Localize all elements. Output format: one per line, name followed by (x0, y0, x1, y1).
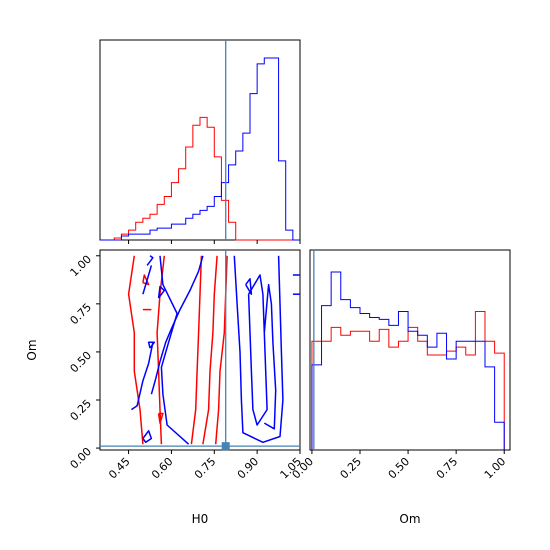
om-axis-label-left: Om (25, 339, 39, 360)
contour-blue-11 (245, 278, 253, 295)
contour-blue-5 (147, 341, 156, 349)
om-y-tick-label: 0.50 (68, 349, 95, 376)
h0-axis-label: H0 (192, 512, 209, 526)
om-hist-red-series (311, 311, 505, 450)
contour-blue-7 (146, 255, 154, 266)
contour-blue-2 (130, 342, 154, 411)
contour-blue-9 (247, 274, 268, 426)
contour-frame (99, 249, 301, 451)
om-x-tick-label: 0.75 (434, 455, 461, 482)
om-histogram-panel (309, 249, 511, 451)
contour-blue-6 (157, 285, 166, 299)
contour-blue-1 (150, 255, 204, 395)
om-hist-frame (309, 249, 511, 451)
h0-tick-label: 0.90 (235, 455, 262, 482)
contour-blue-3 (142, 265, 153, 295)
om-x-tick-label: 1.00 (482, 455, 509, 482)
contour-red-0 (127, 255, 144, 445)
om-y-tick-label: 0.00 (68, 445, 95, 472)
h0-hist-frame (99, 39, 301, 241)
om-y-tick-label: 1.00 (68, 253, 95, 280)
contour-blue-10 (263, 283, 277, 430)
h0-histogram-panel (99, 39, 301, 241)
om-y-tick-labels: 0.00 0.25 0.50 0.75 1.00 (68, 253, 100, 472)
om-x-tick-label: 0.50 (386, 455, 413, 482)
h0-tick-label: 0.60 (149, 455, 176, 482)
om-x-tick-label: 0.25 (338, 455, 365, 482)
truth-marker (221, 442, 230, 451)
contour-blue-0 (159, 255, 190, 445)
contour-blue-4 (142, 430, 153, 444)
om-x-tick-labels: 0.00 0.25 0.50 0.75 1.00 (290, 450, 509, 482)
contour-lines (127, 255, 300, 445)
h0-tick-label: 0.75 (192, 455, 219, 482)
contour-red-6 (157, 412, 164, 424)
om-hist-blue-series (311, 271, 505, 450)
h0-om-contour-panel (99, 249, 301, 451)
h0-hist-blue-series (100, 57, 300, 241)
h0-hist-red-series (100, 116, 300, 241)
contour-red-2 (190, 255, 203, 445)
om-y-tick-label: 0.75 (68, 301, 95, 328)
contour-blue-8 (233, 255, 284, 444)
contour-red-3 (202, 255, 218, 445)
h0-tick-label: 0.45 (106, 455, 133, 482)
om-y-tick-label: 0.25 (68, 397, 95, 424)
om-axis-label-bottom: Om (399, 512, 420, 526)
